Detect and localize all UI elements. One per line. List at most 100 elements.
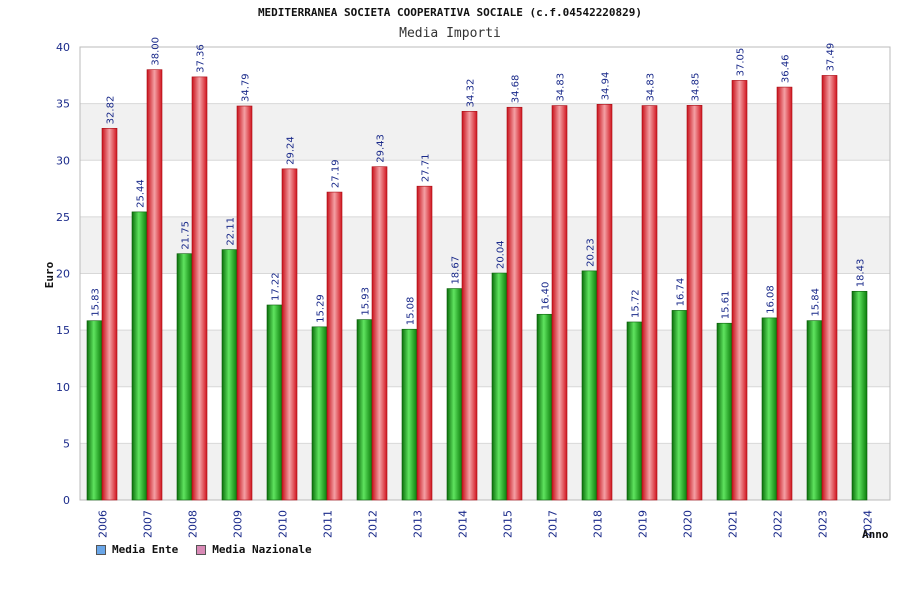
data-label: 15.29 — [316, 294, 327, 323]
data-label: 27.71 — [421, 154, 432, 183]
bar-media-ente — [761, 317, 778, 501]
x-tick-label: 2022 — [772, 510, 785, 538]
bar-media-nazionale — [641, 105, 658, 501]
bar-media-nazionale — [101, 128, 118, 501]
grid-band — [80, 386, 890, 444]
data-label: 22.11 — [226, 217, 237, 246]
bar-media-nazionale — [506, 106, 523, 501]
bar-media-nazionale — [416, 185, 433, 501]
data-label: 34.83 — [646, 73, 657, 102]
legend-label: Media Nazionale — [212, 543, 312, 556]
data-label: 15.72 — [631, 289, 642, 318]
bar-media-ente — [626, 321, 643, 501]
data-label: 29.43 — [376, 134, 387, 163]
bar-media-nazionale — [686, 105, 703, 501]
bar-media-ente — [536, 313, 553, 501]
data-label: 20.04 — [496, 240, 507, 269]
grid-band — [80, 103, 890, 161]
bar-media-ente — [176, 253, 193, 501]
chart-subtitle: Media Importi — [399, 26, 501, 41]
bar-media-ente — [401, 328, 418, 501]
data-label: 37.36 — [196, 44, 207, 73]
legend-swatch — [196, 544, 207, 555]
x-tick-label: 2019 — [637, 510, 650, 538]
data-label: 34.68 — [511, 75, 522, 104]
bar-media-ente — [491, 272, 508, 501]
bar-media-nazionale — [461, 111, 478, 501]
x-tick-label: 2021 — [727, 510, 740, 538]
data-label: 15.08 — [406, 297, 417, 326]
y-tick-label: 25 — [56, 211, 70, 224]
data-label: 34.94 — [601, 72, 612, 101]
x-tick-label: 2017 — [547, 510, 560, 538]
data-label: 15.61 — [721, 291, 732, 320]
bar-media-ente — [581, 270, 598, 501]
x-tick-label: 2013 — [412, 510, 425, 538]
x-tick-label: 2023 — [817, 510, 830, 538]
x-tick-label: 2015 — [502, 510, 515, 538]
data-label: 15.83 — [91, 288, 102, 317]
data-label: 25.44 — [136, 179, 147, 208]
data-label: 16.08 — [766, 285, 777, 314]
bar-media-ente — [86, 320, 103, 501]
x-tick-label: 2018 — [592, 510, 605, 538]
data-label: 20.23 — [586, 238, 597, 267]
grid-band — [80, 47, 890, 104]
plot-frame — [79, 46, 891, 501]
data-label: 16.40 — [541, 282, 552, 311]
bar-media-nazionale — [326, 191, 343, 501]
x-tick-label: 2006 — [97, 510, 110, 538]
data-label: 18.67 — [451, 256, 462, 285]
x-tick-label: 2011 — [322, 510, 335, 538]
data-label: 27.19 — [331, 159, 342, 188]
x-tick-label: 2009 — [232, 510, 245, 538]
data-label: 18.43 — [856, 259, 867, 288]
legend-item-media-nazionale: Media Nazionale — [196, 543, 312, 556]
bar-media-ente — [356, 319, 373, 501]
data-label: 34.85 — [691, 73, 702, 102]
x-tick-label: 2024 — [862, 510, 875, 538]
y-tick-label: 35 — [56, 98, 70, 111]
y-tick-label: 0 — [63, 494, 70, 507]
bar-media-ente — [311, 326, 328, 501]
data-label: 37.05 — [736, 48, 747, 77]
data-label: 37.49 — [826, 43, 837, 72]
x-tick-label: 2007 — [142, 510, 155, 538]
grid-band — [80, 443, 890, 500]
data-label: 15.84 — [811, 288, 822, 317]
x-tick-label: 2008 — [187, 510, 200, 538]
data-label: 38.00 — [151, 37, 162, 66]
legend-item-media-ente: Media Ente — [96, 543, 178, 556]
x-tick-label: 2020 — [682, 510, 695, 538]
data-label: 21.75 — [181, 221, 192, 250]
x-axis-label: Anno — [862, 528, 889, 541]
bar-media-ente — [716, 322, 733, 501]
y-tick-label: 10 — [56, 381, 70, 394]
data-label: 34.83 — [556, 73, 567, 102]
data-label: 32.82 — [106, 96, 117, 125]
y-axis-label: Euro — [43, 261, 56, 288]
bar-media-nazionale — [191, 76, 208, 501]
x-tick-label: 2014 — [457, 510, 470, 538]
grid-band — [80, 330, 890, 387]
bar-media-ente — [806, 320, 823, 501]
data-label: 15.93 — [361, 287, 372, 316]
data-label: 36.46 — [781, 54, 792, 83]
grid-band — [80, 273, 890, 331]
bar-media-nazionale — [236, 105, 253, 501]
data-label: 17.22 — [271, 272, 282, 301]
legend: Media Ente Media Nazionale — [96, 543, 312, 556]
y-tick-label: 5 — [63, 437, 70, 450]
legend-swatch — [96, 544, 106, 555]
bar-media-nazionale — [596, 104, 613, 501]
data-label: 29.24 — [286, 136, 297, 165]
legend-label: Media Ente — [112, 543, 179, 556]
bar-media-nazionale — [146, 69, 163, 501]
x-tick-label: 2012 — [367, 510, 380, 538]
bar-media-nazionale — [371, 166, 388, 501]
bar-media-nazionale — [731, 80, 748, 501]
grid-band — [80, 216, 890, 274]
grid-band — [80, 160, 890, 217]
y-tick-label: 30 — [56, 154, 70, 167]
